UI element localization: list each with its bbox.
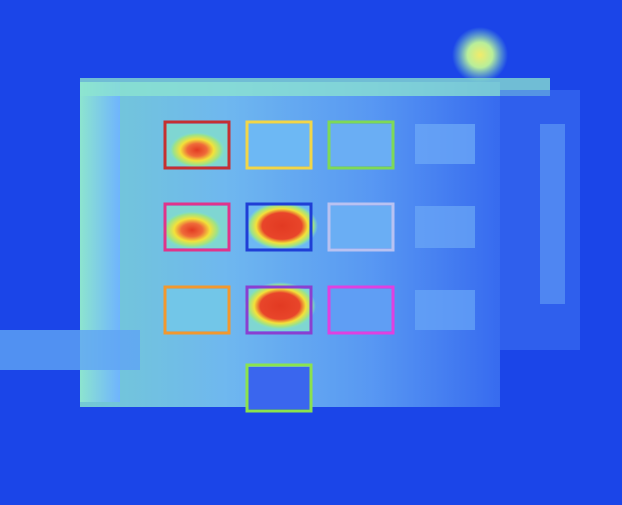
region-box-10 [245, 363, 313, 413]
region-box-4 [163, 202, 231, 252]
region-box-2 [245, 120, 313, 170]
region-box-5 [245, 202, 313, 252]
window-right-2 [415, 206, 475, 248]
hot-spot-4 [162, 211, 222, 249]
region-box-7 [163, 285, 231, 335]
window-pane-6 [330, 206, 392, 248]
window-pane-9 [330, 289, 392, 331]
window-pane-7 [166, 289, 228, 331]
hot-spot-5 [246, 202, 318, 250]
region-box-3 [327, 120, 395, 170]
region-box-1 [163, 120, 231, 170]
region-box-9 [327, 285, 395, 335]
window-right-1 [415, 124, 475, 164]
hot-spot-1 [169, 132, 225, 168]
roof-hotspot [452, 27, 508, 83]
window-right-3 [415, 290, 475, 330]
window-annex [540, 124, 565, 304]
window-pane-2 [248, 124, 310, 166]
region-box-6 [327, 202, 395, 252]
roof-line [80, 78, 550, 96]
ground-structure [0, 330, 140, 370]
window-pane-10 [248, 367, 310, 409]
region-box-8 [245, 285, 313, 335]
window-pane-3 [330, 124, 392, 166]
hot-spot-8 [244, 282, 316, 330]
